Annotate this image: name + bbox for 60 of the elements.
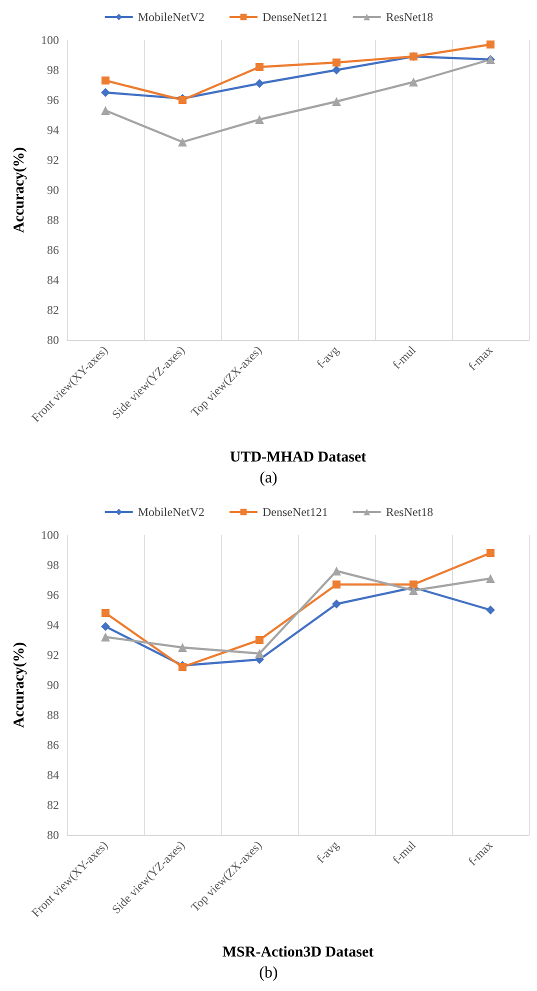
point [102, 609, 110, 617]
legend-label: MobileNetV2 [138, 505, 205, 519]
y-tick-label: 98 [47, 63, 59, 77]
legend-label: ResNet18 [386, 10, 434, 24]
point [409, 586, 418, 595]
point [255, 115, 264, 124]
point [332, 600, 341, 608]
y-tick-label: 100 [41, 528, 59, 542]
point [486, 606, 495, 614]
legend-label: ResNet18 [386, 505, 434, 519]
y-tick-label: 90 [47, 678, 59, 692]
y-tick-label: 90 [47, 183, 59, 197]
legend-label: DenseNet121 [262, 10, 328, 24]
text: (b) [259, 964, 278, 982]
point [332, 580, 340, 588]
point [101, 622, 110, 631]
point [332, 97, 341, 106]
y-tick-label: 88 [47, 213, 59, 227]
point [332, 58, 340, 66]
y-tick-label: 98 [47, 558, 59, 572]
point [178, 643, 187, 652]
point [255, 649, 264, 658]
point [486, 574, 495, 583]
y-tick-label: 94 [47, 618, 59, 632]
point [255, 79, 264, 88]
y-tick-label: 96 [47, 588, 59, 602]
point [409, 78, 418, 86]
y-tick-label: 94 [47, 123, 59, 137]
point [332, 66, 341, 74]
y-tick-label: 80 [47, 333, 59, 347]
point [332, 566, 341, 576]
point [256, 636, 264, 644]
y-tick-label: 82 [47, 303, 59, 317]
point [101, 632, 110, 642]
y-tick-label: 86 [47, 738, 59, 752]
point [486, 40, 494, 48]
y-tick-label: 92 [47, 153, 59, 167]
x-axis-title: UTD-MHAD Dataset [230, 450, 366, 466]
y-tick-label: 100 [41, 33, 59, 47]
point [256, 63, 264, 71]
point [486, 549, 494, 557]
y-tick-label: 96 [47, 93, 59, 107]
point [101, 106, 110, 115]
y-tick-label: 86 [47, 243, 59, 257]
x-axis-title: MSR-Action3D Dataset [222, 944, 374, 960]
legend-label: DenseNet121 [262, 505, 328, 519]
legend-label: MobileNetV2 [138, 10, 205, 24]
text: (a) [260, 470, 278, 486]
y-tick-label: 82 [47, 798, 59, 812]
y-tick-label: 88 [47, 708, 59, 722]
y-axis-title: Accuracy(%) [12, 147, 28, 233]
y-axis-title: Accuracy(%) [12, 642, 28, 728]
y-tick-label: 84 [47, 273, 59, 287]
point [102, 76, 110, 84]
point [101, 88, 110, 97]
y-tick-label: 84 [47, 768, 59, 782]
y-tick-label: 92 [47, 648, 59, 662]
y-tick-label: 80 [47, 828, 59, 842]
point [178, 138, 187, 146]
point [410, 580, 418, 588]
